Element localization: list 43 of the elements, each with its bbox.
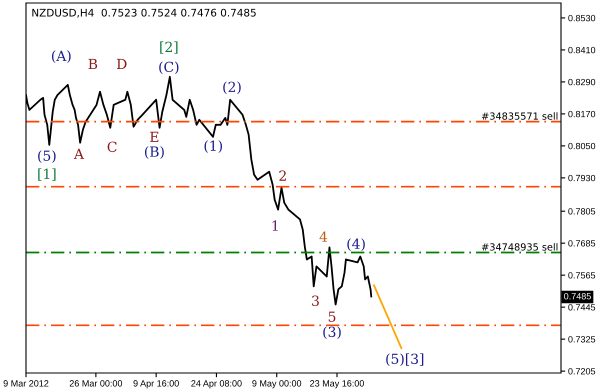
y-tick-label: 0.7805 (568, 208, 596, 215)
ref-line-label: #34748935 sell (482, 243, 558, 251)
annotation: C (108, 142, 117, 152)
annotation: (A) (52, 50, 71, 64)
annotation: [2] (160, 41, 178, 54)
annotation: (B) (144, 146, 164, 159)
y-tick-label: 0.7930 (568, 174, 596, 182)
annotation: 4 (319, 231, 328, 242)
annotation: D (116, 58, 127, 69)
y-tick-label: 0.7205 (568, 368, 596, 374)
annotation: (4) (347, 238, 365, 251)
x-tick-label: 23 May 16:00 (310, 380, 364, 388)
annotation: (C) (159, 61, 178, 74)
annotation: (5)[3] (386, 353, 424, 366)
y-tick-label: 0.8050 (568, 142, 596, 150)
y-tick-label: 0.7445 (568, 304, 596, 311)
y-tick-label: 0.7565 (568, 272, 596, 279)
chart-title: NZDUSD,H4 0.7523 0.7524 0.7476 0.7485 (32, 8, 256, 18)
y-tick-label: 0.8170 (568, 110, 596, 118)
y-tick-label: 0.8290 (568, 78, 596, 86)
annotation: A (74, 148, 84, 159)
x-tick-label: 26 Mar 00:00 (70, 380, 122, 387)
annotation: B (88, 58, 98, 69)
annotation: (1) (204, 140, 222, 153)
annotation: (5) (38, 150, 56, 163)
annotation: 2 (279, 170, 286, 181)
x-tick-label: 9 Apr 16:00 (133, 380, 179, 388)
annotation: (3) (323, 326, 341, 340)
y-tick-label: 0.7325 (568, 336, 596, 343)
y-tick-label: 0.8530 (568, 14, 596, 22)
x-tick-label: 9 Mar 2012 (4, 380, 48, 387)
annotation: E (150, 132, 158, 142)
y-tick-label: 0.8410 (568, 46, 596, 54)
text: 0.7485 (564, 293, 591, 300)
ref-line-label: #34835571 sell (482, 112, 558, 120)
x-tick-label: 9 May 00:00 (252, 380, 302, 388)
annotation: 1 (272, 220, 278, 231)
annotation: 3 (312, 295, 319, 306)
annotation: [1] (38, 168, 56, 181)
x-tick-label: 24 Apr 08:00 (191, 380, 242, 388)
annotation: 5 (328, 312, 336, 322)
y-tick-label: 0.7685 (568, 240, 596, 247)
annotation: (2) (223, 81, 241, 94)
